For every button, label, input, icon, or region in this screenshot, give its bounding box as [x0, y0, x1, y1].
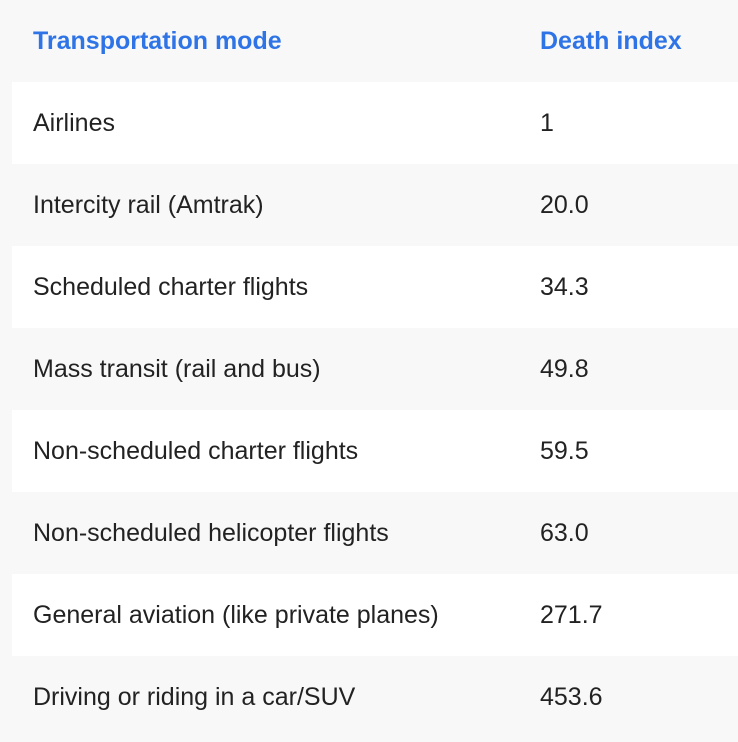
header-death-index: Death index [540, 26, 682, 55]
cell-mode: General aviation (like private planes) [33, 600, 439, 629]
cell-mode: Airlines [33, 108, 115, 137]
death-index-table: Transportation mode Death index Airlines… [12, 0, 738, 738]
cell-mode: Non-scheduled charter flights [33, 436, 359, 465]
table-row: Airlines 1 [12, 82, 738, 164]
header-transportation-mode: Transportation mode [33, 26, 282, 55]
cell-death-index: 59.5 [540, 436, 589, 465]
cell-death-index: 49.8 [540, 354, 589, 383]
cell-death-index: 34.3 [540, 272, 589, 301]
table-row: Intercity rail (Amtrak) 20.0 [12, 164, 738, 246]
cell-mode: Mass transit (rail and bus) [33, 354, 321, 383]
table-row: Scheduled charter flights 34.3 [12, 246, 738, 328]
cell-death-index: 1 [540, 108, 554, 137]
cell-death-index: 20.0 [540, 190, 589, 219]
cell-mode: Intercity rail (Amtrak) [33, 190, 264, 219]
cell-death-index: 63.0 [540, 518, 589, 547]
cell-mode: Scheduled charter flights [33, 272, 309, 301]
cell-death-index: 453.6 [540, 682, 603, 711]
table-row: Mass transit (rail and bus) 49.8 [12, 328, 738, 410]
table-row: General aviation (like private planes) 2… [12, 574, 738, 656]
cell-death-index: 271.7 [540, 600, 603, 629]
table-row: Non-scheduled charter flights 59.5 [12, 410, 738, 492]
table-row: Driving or riding in a car/SUV 453.6 [12, 656, 738, 738]
cell-mode: Driving or riding in a car/SUV [33, 682, 356, 711]
cell-mode: Non-scheduled helicopter flights [33, 518, 389, 547]
table-header-row: Transportation mode Death index [12, 0, 738, 82]
table-row: Non-scheduled helicopter flights 63.0 [12, 492, 738, 574]
